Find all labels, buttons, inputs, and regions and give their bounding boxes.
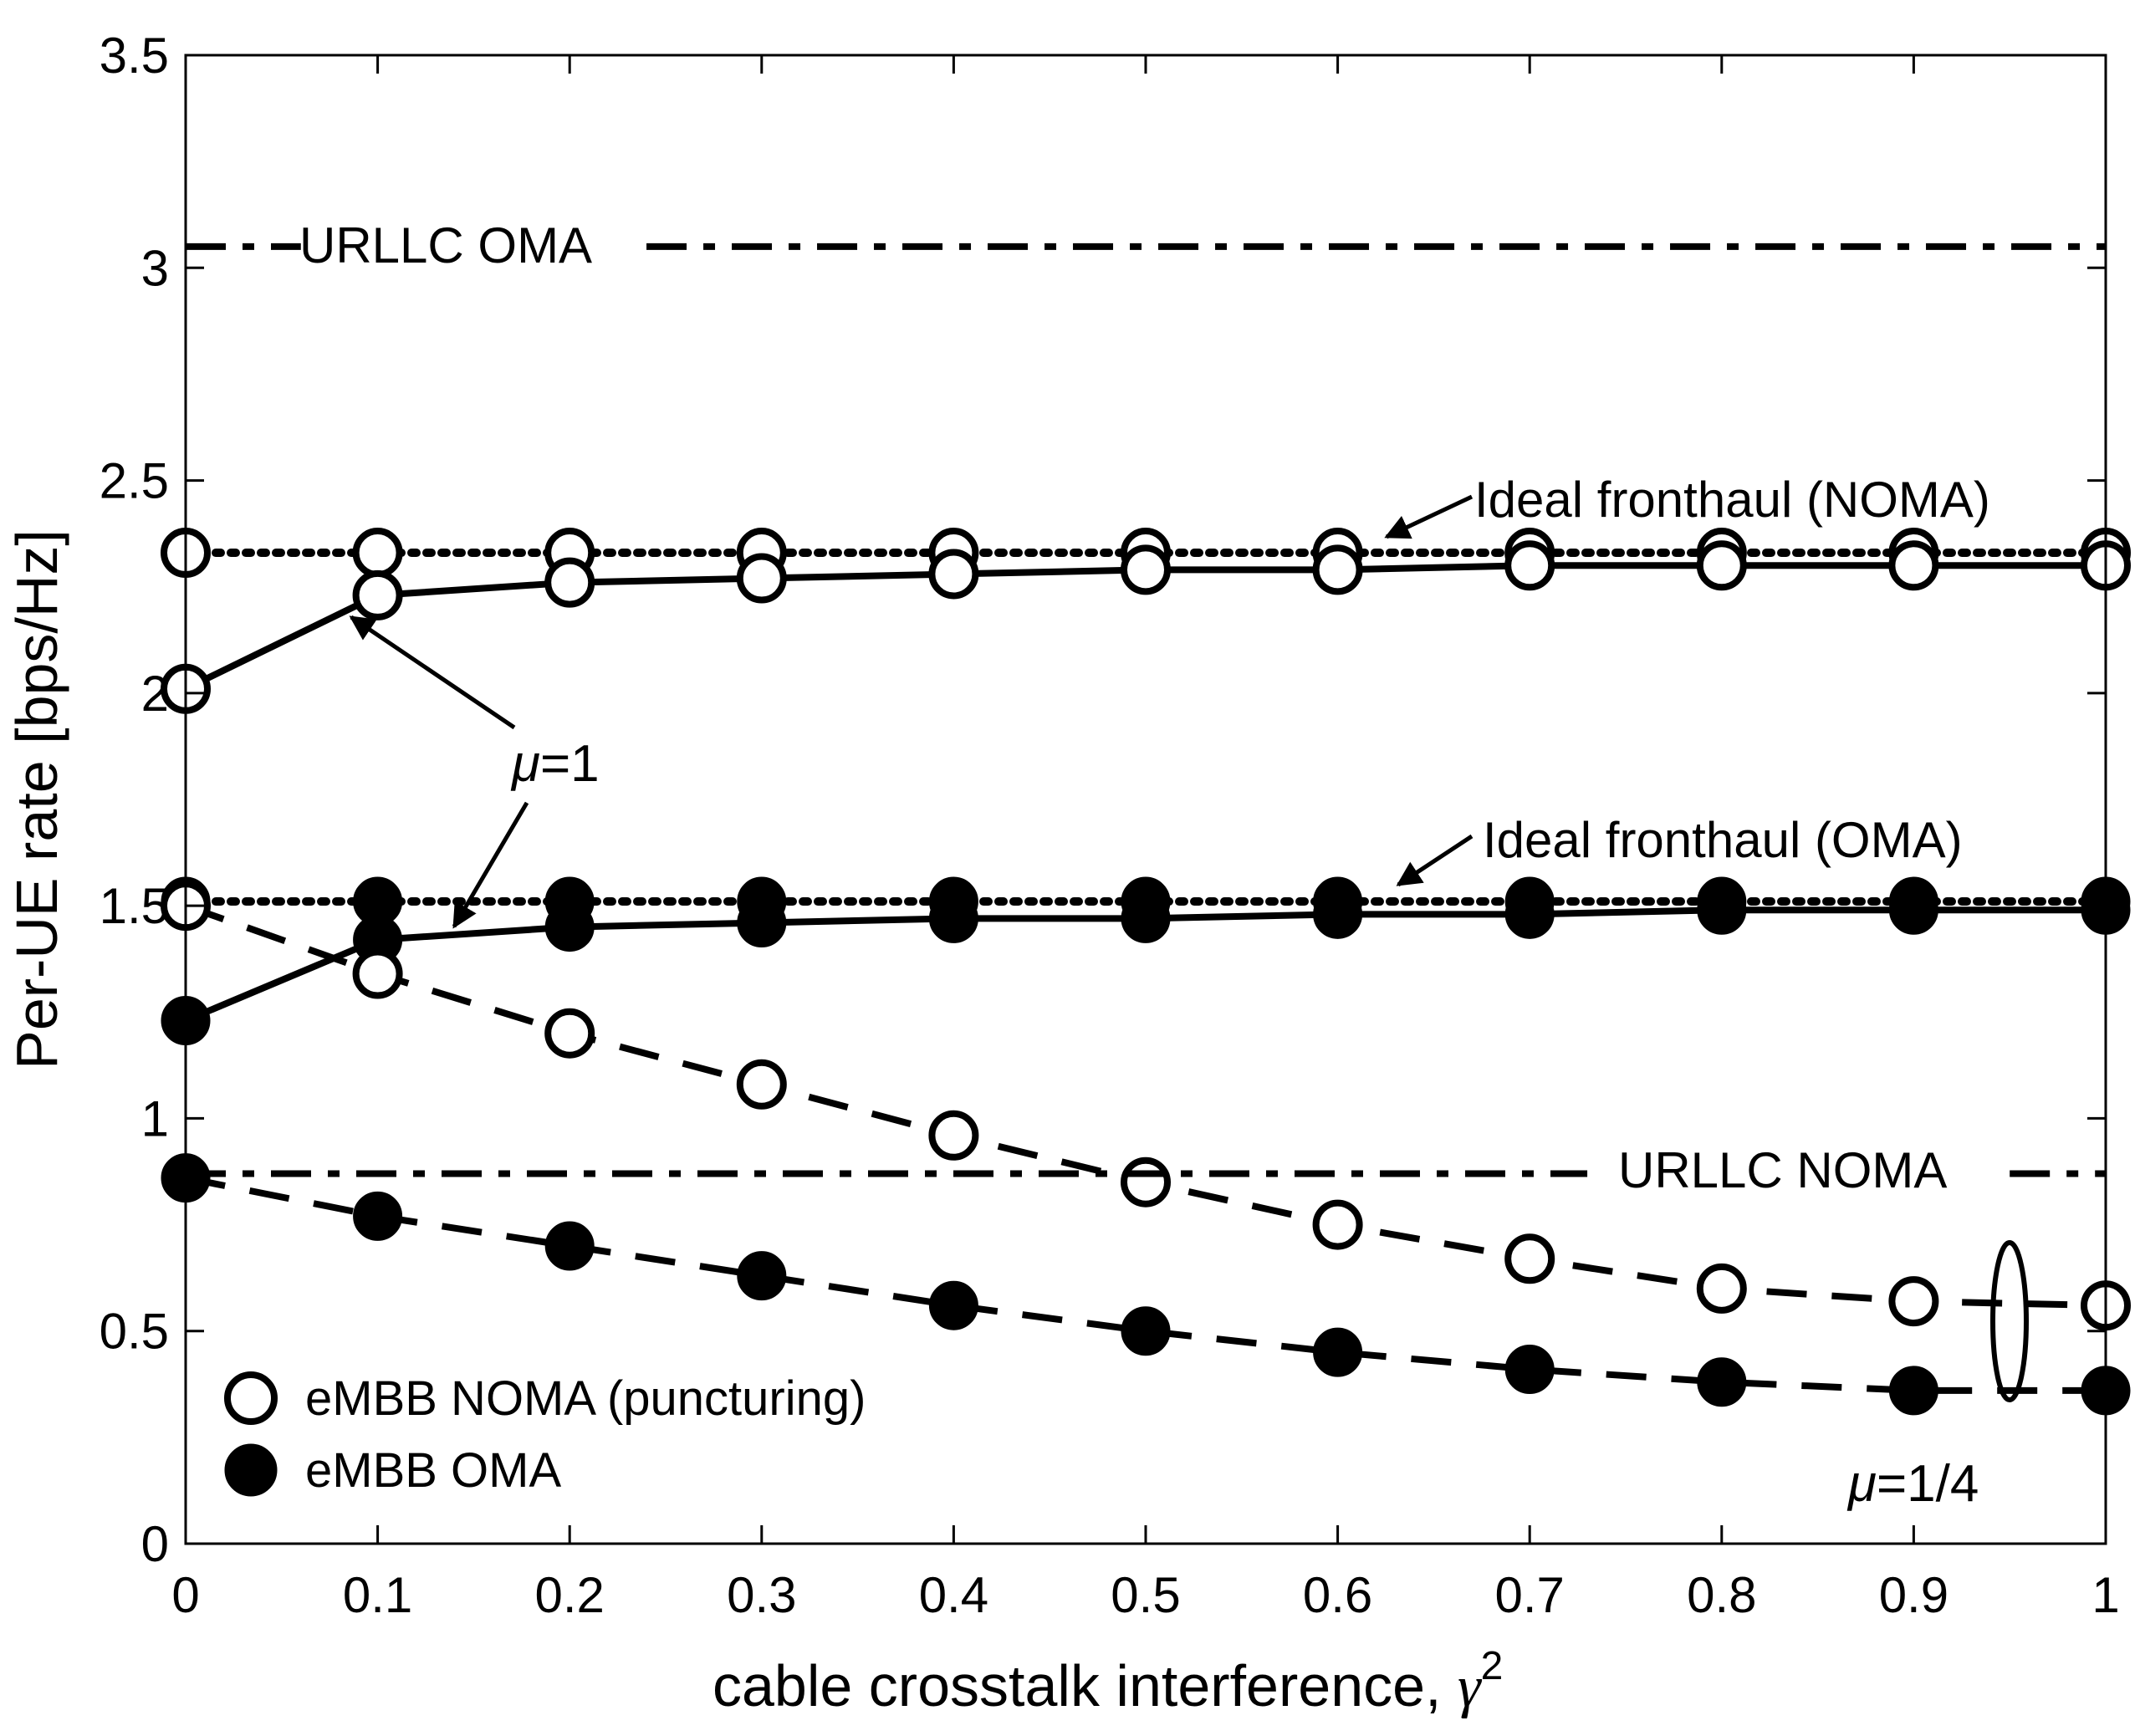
point-embb-oma-mu-1-4	[1121, 1306, 1171, 1356]
mu-quarter-symbol: μ	[1846, 1455, 1877, 1513]
point-embb-noma-puncturing-mu-1-4	[1888, 1276, 1939, 1327]
series-embb-oma-mu-1-4	[161, 1153, 2131, 1416]
arrow-mu1-noma	[349, 615, 516, 730]
point-embb-noma-puncturing-mu-1	[352, 569, 403, 620]
mu-1-label: μ=1	[510, 735, 600, 793]
x-tick-label: 0.8	[1687, 1567, 1756, 1623]
point-embb-oma-mu-1	[737, 897, 787, 947]
y-tick-label: 3.5	[100, 28, 169, 84]
point-embb-noma-puncturing-mu-1-4	[1312, 1199, 1363, 1250]
point-embb-noma-puncturing-mu-1	[928, 549, 979, 600]
point-embb-noma-puncturing-mu-1	[736, 553, 787, 604]
point-embb-oma-mu-1-4	[1504, 1344, 1555, 1394]
point-embb-noma-puncturing-mu-1-4	[928, 1110, 979, 1161]
y-tick-label: 1	[141, 1090, 169, 1146]
x-axis-label: cable crosstalk interference, γ2	[712, 1644, 1503, 1719]
legend-label-embb-noma: eMBB NOMA (puncturing)	[305, 1371, 866, 1426]
point-embb-noma-puncturing-mu-1	[1888, 540, 1939, 591]
ideal-fronthaul-noma-label: Ideal fronthaul (NOMA)	[1474, 472, 1990, 528]
y-axis-label: Per-UE rate [bps/Hz]	[4, 529, 69, 1070]
y-tick-label: 0.5	[100, 1304, 169, 1360]
x-axis-label-superscript: 2	[1481, 1644, 1504, 1688]
mu-quarter-ellipse	[1990, 1240, 2029, 1402]
arrow-ideal-oma	[1396, 834, 1473, 887]
urllc-noma-label: URLLC NOMA	[1618, 1142, 1947, 1198]
point-embb-oma-mu-1	[1313, 889, 1363, 939]
point-embb-oma-mu-1-4	[1313, 1327, 1363, 1377]
point-embb-noma-puncturing-mu-1	[1696, 540, 1747, 591]
legend-open-circle-icon	[224, 1371, 278, 1425]
mu-quarter-value: =1/4	[1877, 1455, 1979, 1513]
y-tick-label: 0	[141, 1516, 169, 1572]
x-axis-label-text: cable crosstalk interference,	[712, 1653, 1458, 1718]
point-embb-oma-mu-1	[928, 893, 978, 943]
x-tick-label: 1	[2091, 1567, 2119, 1623]
x-tick-label: 0.3	[727, 1567, 796, 1623]
point-embb-noma-puncturing-mu-1-4	[544, 1008, 595, 1059]
x-tick-label: 0	[171, 1567, 199, 1623]
x-tick-label: 0.6	[1303, 1567, 1372, 1623]
axis-layer: 0 0.1 0.2 0.3 0.4 0.5 0.6 0.7 0.8 0.9 1 0 0.5 1 1.5 2 2.…	[100, 28, 2120, 1623]
x-axis-label-symbol: γ	[1458, 1655, 1483, 1719]
point-embb-noma-puncturing-mu-1	[1504, 540, 1555, 591]
point-embb-noma-puncturing-mu-1-4	[1696, 1263, 1747, 1314]
point-embb-noma-puncturing-mu-1-4	[1121, 1156, 1171, 1208]
x-tick-label: 0.1	[343, 1567, 412, 1623]
point-ideal-fronthaul-noma	[352, 528, 403, 579]
mu-quarter-label: μ=1/4	[1846, 1455, 1979, 1513]
point-embb-oma-mu-1-4	[544, 1221, 595, 1271]
point-embb-oma-mu-1	[544, 902, 595, 952]
point-embb-oma-mu-1-4	[1697, 1357, 1747, 1407]
ideal-fronthaul-oma-label: Ideal fronthaul (OMA)	[1483, 812, 1963, 868]
mu-1-symbol: μ	[510, 735, 540, 793]
series-embb-oma-mu-1	[161, 885, 2131, 1045]
point-embb-oma-mu-1-4	[353, 1191, 403, 1241]
point-embb-oma-mu-1-4	[737, 1251, 787, 1301]
arrow-mu1-oma	[452, 801, 529, 929]
x-tick-label: 0.9	[1879, 1567, 1948, 1623]
y-tick-label: 2.5	[100, 453, 169, 509]
y-tick-label: 3	[141, 240, 169, 296]
series-layer	[161, 243, 2131, 1416]
point-embb-oma-mu-1-4	[928, 1280, 978, 1330]
x-tick-label: 0.7	[1494, 1567, 1564, 1623]
point-embb-oma-mu-1	[1504, 889, 1555, 939]
point-embb-noma-puncturing-mu-1	[1121, 544, 1171, 595]
point-embb-oma-mu-1	[1697, 885, 1747, 935]
point-embb-noma-puncturing-mu-1-4	[352, 948, 403, 999]
legend: eMBB NOMA (puncturing) eMBB OMA	[224, 1371, 866, 1498]
point-embb-noma-puncturing-mu-1-4	[1504, 1233, 1555, 1284]
legend-label-embb-oma: eMBB OMA	[305, 1443, 561, 1498]
legend-filled-circle-icon	[224, 1443, 278, 1497]
point-embb-oma-mu-1	[1888, 885, 1938, 935]
point-embb-noma-puncturing-mu-1	[544, 557, 595, 608]
x-tick-label: 0.2	[534, 1567, 604, 1623]
arrow-ideal-noma	[1384, 494, 1473, 539]
point-embb-noma-puncturing-mu-1	[1312, 544, 1363, 595]
point-embb-oma-mu-1	[1121, 893, 1171, 943]
x-tick-label: 0.5	[1111, 1567, 1180, 1623]
urllc-oma-label: URLLC OMA	[299, 217, 592, 273]
point-embb-oma-mu-1-4	[1888, 1366, 1938, 1416]
series-embb-noma-puncturing-mu-1-4	[161, 881, 2131, 1331]
mu-1-value: =1	[540, 735, 600, 793]
y-tick-label: 1.5	[100, 878, 169, 934]
y-tick-label: 2	[141, 666, 169, 722]
point-embb-noma-puncturing-mu-1-4	[736, 1059, 787, 1110]
x-tick-label: 0.4	[919, 1567, 988, 1623]
